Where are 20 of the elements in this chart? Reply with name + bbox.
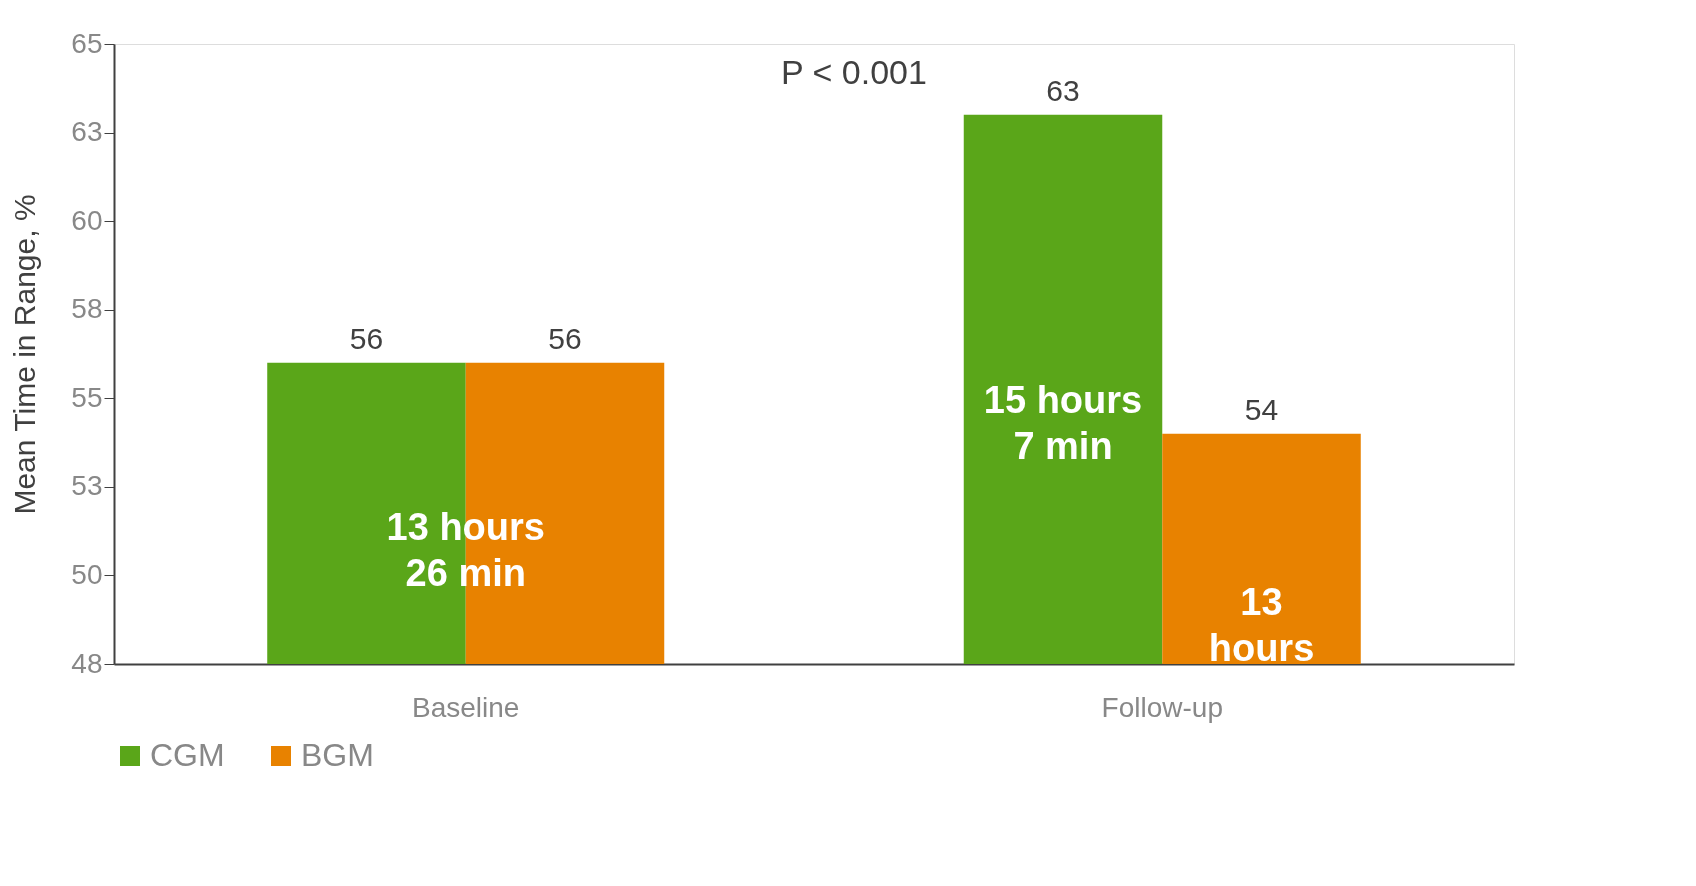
annotation: 13 hours xyxy=(1208,580,1315,669)
data-label: 56 xyxy=(548,321,582,355)
y-tick-label: 53 xyxy=(71,470,103,502)
y-axis-title: Mean Time in Range, % xyxy=(8,194,42,515)
y-tick-label: 63 xyxy=(71,116,103,148)
y-tick-label: 55 xyxy=(71,381,103,413)
data-label: 54 xyxy=(1244,392,1279,426)
y-tick-label: 60 xyxy=(71,204,103,236)
legend-label: CGM xyxy=(150,737,225,773)
data-label: 56 xyxy=(349,321,384,355)
annotation: P < 0.001 xyxy=(781,53,927,91)
annotation: 15 hours 7 min xyxy=(983,378,1143,467)
data-label: 63 xyxy=(1046,73,1080,107)
y-tick-label: 58 xyxy=(71,293,103,325)
y-tick-label: 65 xyxy=(71,27,103,59)
legend-label: BGM xyxy=(301,737,374,773)
x-tick-label: Baseline xyxy=(412,691,520,723)
y-tick-label: 48 xyxy=(71,647,103,679)
x-tick-label: Follow-up xyxy=(1101,691,1223,723)
y-tick-label: 50 xyxy=(71,558,103,590)
